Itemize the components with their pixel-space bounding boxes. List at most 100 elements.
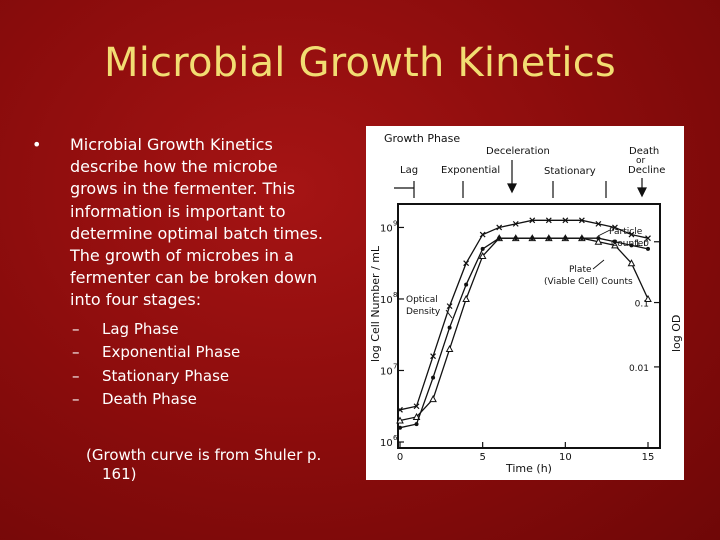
data-point (612, 224, 618, 231)
dash-icon: – (72, 343, 80, 362)
main-bullet: • Microbial Growth Kinetics describe how… (28, 134, 360, 312)
stage-label: Death Phase (102, 390, 197, 409)
data-point (627, 259, 636, 267)
data-point (462, 294, 470, 302)
stage-item: – Lag Phase (28, 318, 360, 342)
phase-death-label-3: Decline (628, 165, 665, 176)
bullet-line: The growth of microbes in a (70, 246, 294, 266)
series-line (399, 219, 649, 411)
plate-counts-label-2: (Viable Cell) Counts (544, 277, 633, 287)
y-axis-label: log Cell Number / mL (369, 245, 382, 362)
particle-counter-label-1: Particle (609, 227, 643, 237)
data-point (578, 217, 585, 224)
stage-label: Exponential Phase (102, 343, 241, 362)
y-tick-label: 10 (380, 223, 393, 234)
data-point (579, 236, 584, 241)
x-axis-ticks: 0 5 10 15 (397, 442, 655, 463)
x-tick-label: 15 (642, 452, 655, 463)
data-point (397, 406, 403, 413)
slide-body: • Microbial Growth Kinetics describe how… (28, 134, 360, 485)
stage-list: – Lag Phase – Exponential Phase – Stationar… (28, 318, 360, 412)
dash-icon: – (72, 390, 80, 409)
phase-deceleration-label: Deceleration (486, 146, 550, 157)
bullet-line: fermenter can be broken down (70, 268, 318, 288)
y-tick-exponent: 8 (393, 291, 397, 299)
stage-item: – Exponential Phase (28, 341, 360, 365)
data-point (497, 236, 502, 241)
data-point (645, 235, 651, 242)
data-point (431, 375, 436, 380)
optical-density-label-2: Density (406, 307, 441, 317)
data-point (644, 294, 652, 302)
data-point (446, 303, 453, 310)
series-layer (396, 217, 652, 430)
growth-curve-chart: Growth Phase Lag Exponential Deceleratio… (369, 132, 683, 475)
phase-death-label-1: Death (629, 146, 659, 157)
phase-exponential-label: Exponential (441, 165, 500, 176)
x-axis-label: Time (h) (505, 462, 552, 475)
annotation-leader (445, 309, 453, 319)
y-tick-label: 10 (380, 295, 393, 306)
note-line: (Growth curve is from Shuler p. (86, 445, 322, 464)
source-note: (Growth curve is from Shuler p. 161) (28, 446, 356, 485)
x-tick-label: 10 (559, 452, 572, 463)
data-point (398, 425, 402, 430)
stage-item: – Death Phase (28, 388, 360, 412)
data-point (496, 224, 503, 231)
arrow-head-icon (637, 187, 647, 198)
data-point (529, 217, 536, 224)
phase-lag-label: Lag (400, 165, 418, 176)
stage-label: Stationary Phase (102, 366, 230, 385)
data-point (513, 236, 518, 241)
data-point (545, 217, 552, 224)
y2-axis-ticks: 1.0 0.1 0.01 (629, 239, 660, 374)
data-point (628, 231, 635, 238)
series-line (399, 237, 649, 429)
data-point (611, 241, 619, 249)
bullet-line: determine optimal batch times. (70, 223, 323, 243)
bullet-icon: • (32, 135, 42, 154)
y2-axis-label: log OD (670, 315, 683, 352)
data-point (546, 236, 551, 241)
data-point (629, 243, 634, 248)
data-point (479, 231, 486, 238)
bullet-line: describe how the microbe (70, 157, 278, 177)
y2-tick-label: 0.01 (629, 364, 649, 374)
data-point (447, 325, 452, 330)
plate-counts-label-1: Plate (569, 265, 592, 275)
y-tick-label: 10 (380, 366, 393, 377)
dash-icon: – (72, 319, 80, 338)
slide-title: Microbial Growth Kinetics (104, 40, 616, 86)
data-point (413, 403, 420, 410)
particle-counter-label-2: Counter (611, 239, 647, 249)
dash-icon: – (72, 366, 80, 385)
stage-item: – Stationary Phase (28, 365, 360, 389)
x-tick-label: 5 (479, 452, 485, 463)
data-point (562, 217, 569, 224)
note-line: 161) (102, 465, 137, 484)
bullet-line: Microbial Growth Kinetics (70, 135, 273, 154)
data-point (595, 220, 602, 227)
phase-markers (394, 160, 647, 198)
y-tick-exponent: 6 (393, 434, 398, 442)
data-point (480, 246, 485, 251)
y-tick-exponent: 9 (393, 219, 397, 227)
optical-density-label-1: Optical (406, 295, 438, 305)
y2-tick-label: 0.1 (635, 300, 649, 310)
data-point (646, 246, 650, 251)
data-point (464, 282, 469, 287)
data-point (594, 237, 603, 245)
bullet-line: grows in the fermenter. This (70, 179, 296, 199)
data-point (463, 260, 470, 267)
plot-frame (397, 203, 661, 449)
bullet-line: information is important to (70, 201, 286, 221)
growth-curve-figure: Growth Phase Lag Exponential Deceleratio… (366, 126, 684, 480)
bullet-line: into four stages: (70, 290, 202, 310)
y-tick-label: 10 (380, 438, 393, 449)
data-point (530, 236, 535, 241)
data-point (396, 416, 404, 424)
phase-death-label-2: or (636, 156, 646, 166)
data-point (429, 395, 437, 403)
data-point (512, 220, 519, 227)
